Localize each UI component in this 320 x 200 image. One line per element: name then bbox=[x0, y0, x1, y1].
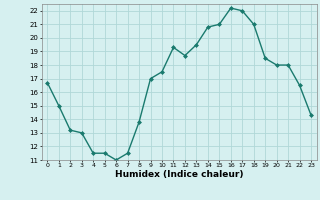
X-axis label: Humidex (Indice chaleur): Humidex (Indice chaleur) bbox=[115, 170, 244, 179]
